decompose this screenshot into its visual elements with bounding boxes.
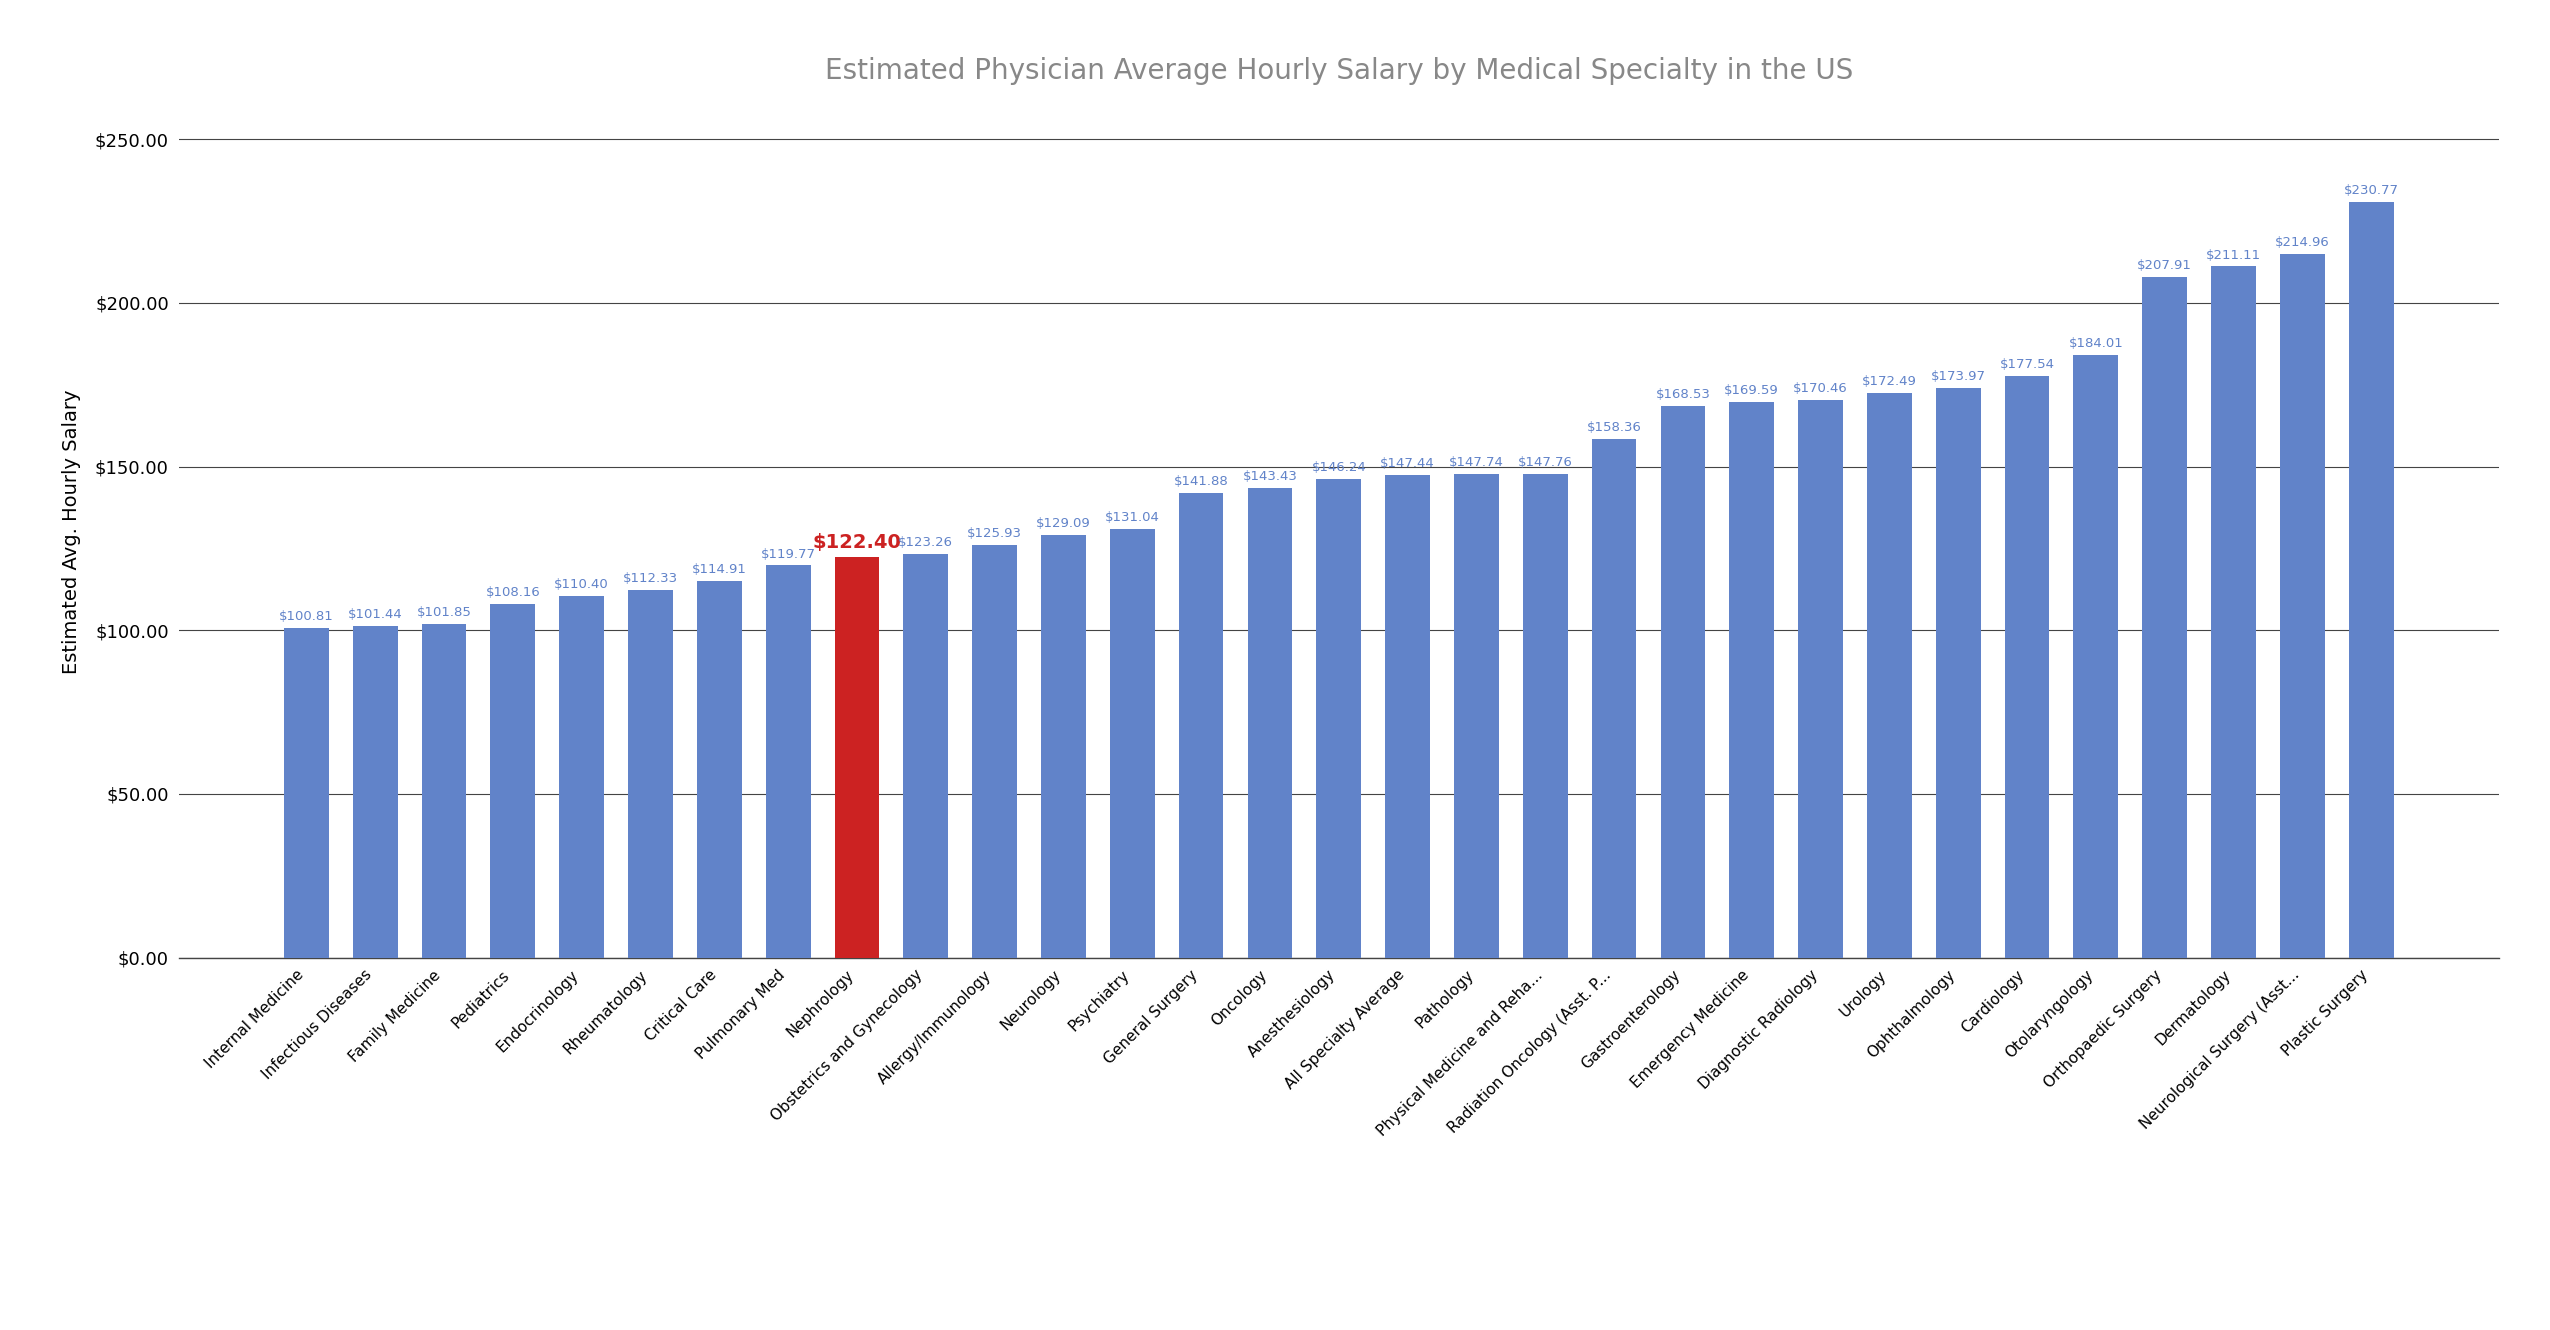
Bar — [1729, 403, 1775, 958]
Bar — [903, 555, 949, 958]
Text: $230.77: $230.77 — [2343, 184, 2400, 197]
Title: Estimated Physician Average Hourly Salary by Medical Specialty in the US: Estimated Physician Average Hourly Salar… — [824, 57, 1854, 85]
Bar — [1109, 528, 1155, 958]
Text: $147.44: $147.44 — [1380, 458, 1436, 469]
Bar — [627, 589, 673, 958]
Text: $173.97: $173.97 — [1930, 370, 1986, 383]
Text: $122.40: $122.40 — [813, 533, 900, 552]
Text: $172.49: $172.49 — [1862, 375, 1918, 388]
Text: $146.24: $146.24 — [1311, 462, 1367, 473]
Text: $110.40: $110.40 — [553, 579, 609, 592]
Bar — [1385, 475, 1431, 958]
Text: $207.91: $207.91 — [2137, 259, 2193, 273]
Text: $147.76: $147.76 — [1517, 456, 1573, 469]
Bar — [1867, 392, 1912, 958]
Bar — [696, 581, 742, 958]
Bar — [1178, 493, 1224, 958]
Y-axis label: Estimated Avg. Hourly Salary: Estimated Avg. Hourly Salary — [61, 390, 82, 674]
Bar — [2142, 277, 2188, 958]
Text: $214.96: $214.96 — [2275, 235, 2331, 249]
Bar — [1660, 406, 1706, 958]
Text: $168.53: $168.53 — [1655, 388, 1711, 400]
Bar — [2211, 266, 2257, 958]
Text: $184.01: $184.01 — [2068, 338, 2124, 350]
Text: $170.46: $170.46 — [1793, 382, 1849, 395]
Text: $143.43: $143.43 — [1242, 469, 1298, 483]
Bar — [2280, 254, 2326, 958]
Bar — [1935, 388, 1981, 958]
Text: $101.44: $101.44 — [347, 608, 403, 621]
Text: $100.81: $100.81 — [278, 609, 334, 622]
Bar — [1247, 488, 1293, 958]
Text: $169.59: $169.59 — [1724, 384, 1780, 398]
Bar — [2073, 355, 2119, 958]
Bar — [972, 545, 1017, 958]
Bar — [834, 557, 880, 958]
Text: $129.09: $129.09 — [1035, 517, 1091, 531]
Text: $112.33: $112.33 — [622, 572, 678, 585]
Text: $211.11: $211.11 — [2206, 249, 2262, 262]
Bar — [2004, 376, 2050, 958]
Text: $119.77: $119.77 — [760, 548, 816, 560]
Bar — [1798, 399, 1844, 958]
Text: $158.36: $158.36 — [1586, 422, 1642, 434]
Bar — [283, 628, 329, 958]
Bar — [490, 604, 536, 958]
Bar — [1040, 535, 1086, 958]
Text: $108.16: $108.16 — [484, 585, 541, 598]
Bar — [1316, 479, 1362, 958]
Bar — [1453, 473, 1499, 958]
Text: $141.88: $141.88 — [1173, 475, 1229, 488]
Text: $177.54: $177.54 — [1999, 359, 2055, 371]
Text: $131.04: $131.04 — [1104, 511, 1160, 524]
Bar — [1591, 439, 1637, 958]
Bar — [2349, 202, 2394, 958]
Bar — [558, 596, 604, 958]
Text: $125.93: $125.93 — [966, 528, 1023, 540]
Bar — [352, 625, 398, 958]
Bar — [1522, 473, 1568, 958]
Bar — [421, 624, 467, 958]
Text: $114.91: $114.91 — [691, 564, 747, 576]
Text: $101.85: $101.85 — [416, 606, 472, 620]
Text: $147.74: $147.74 — [1448, 456, 1504, 469]
Bar — [765, 565, 811, 958]
Text: $123.26: $123.26 — [898, 536, 954, 549]
